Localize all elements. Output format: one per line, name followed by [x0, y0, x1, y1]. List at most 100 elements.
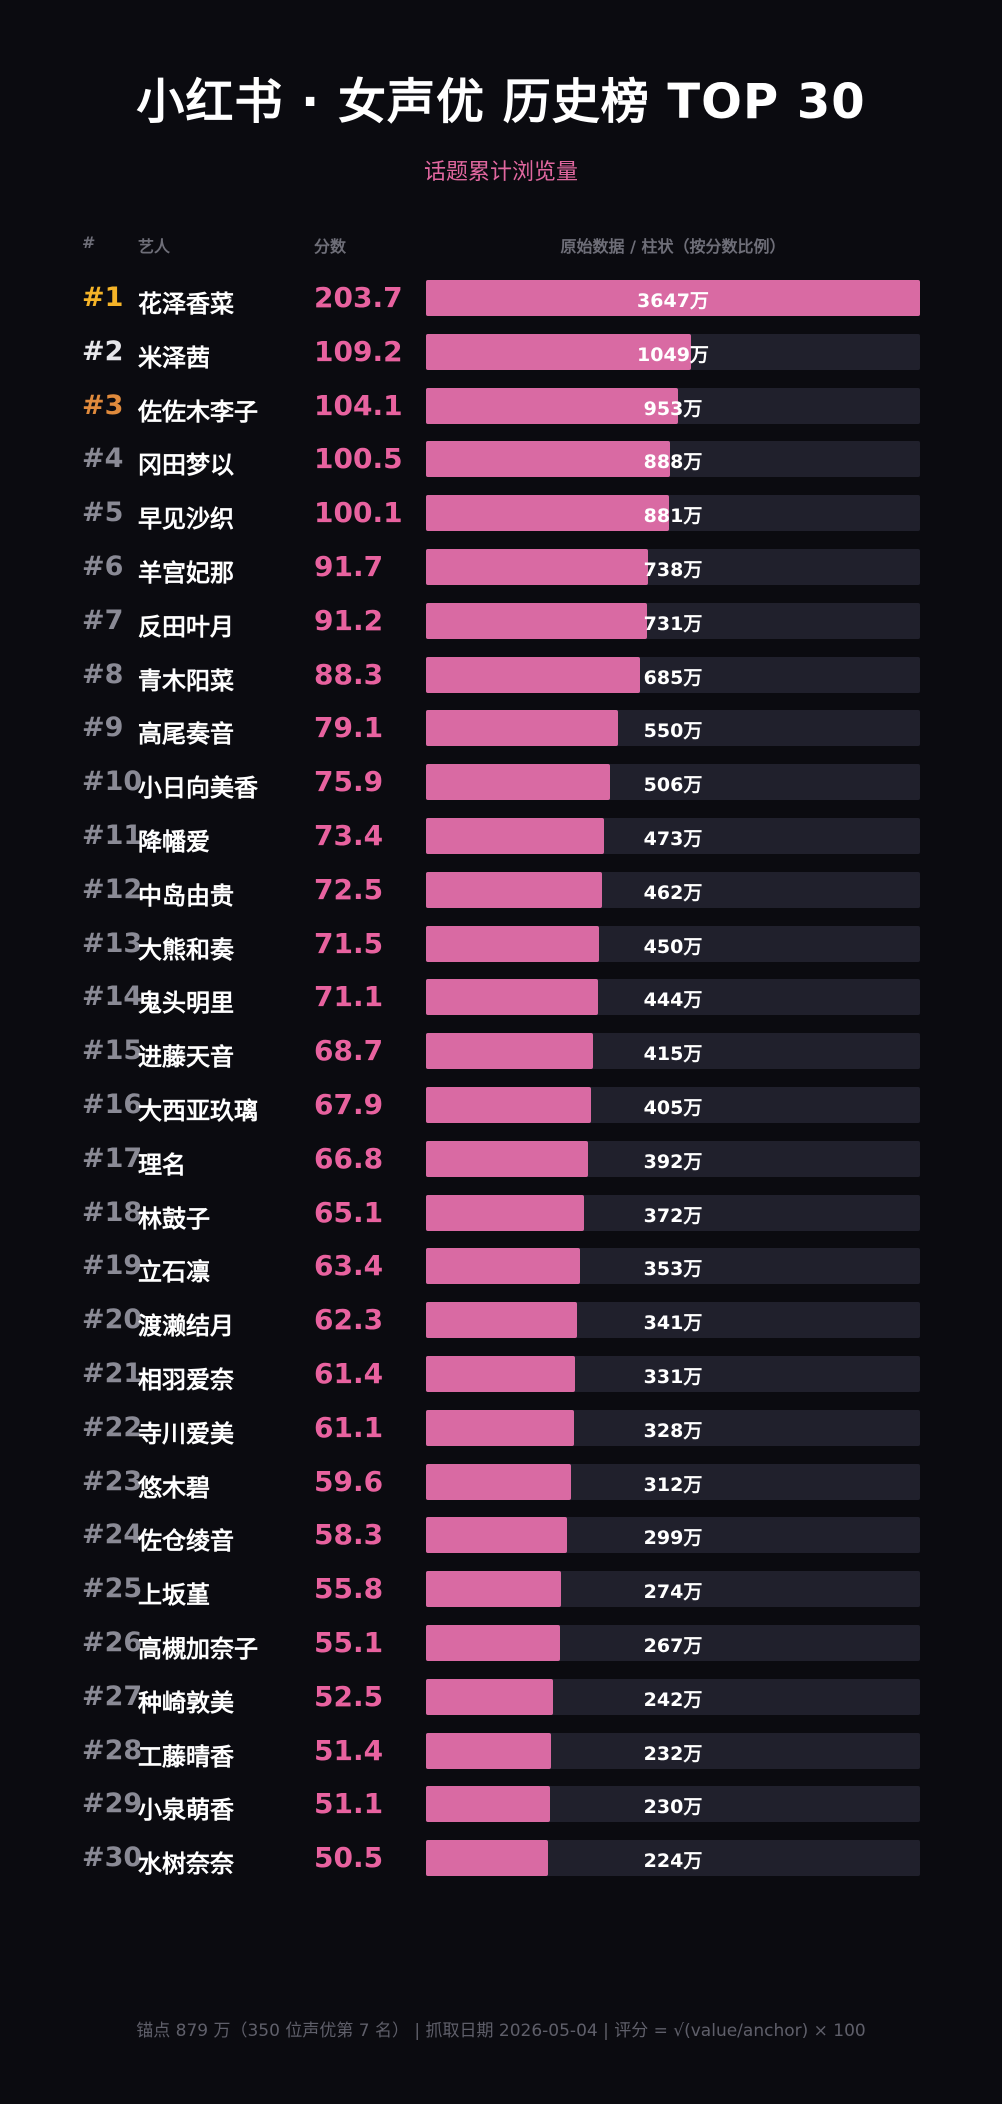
score-value: 88.3 [314, 658, 384, 691]
raw-value: 331万 [643, 1366, 703, 1388]
score-value: 91.2 [314, 604, 384, 637]
raw-value: 506万 [643, 774, 703, 796]
score-value: 100.5 [314, 442, 403, 475]
ranking-row: #6 羊宫妃那 91.7 738万 [0, 547, 1002, 587]
ranking-row: #28 工藤晴香 51.4 232万 [0, 1731, 1002, 1771]
bar-track: 392万 [426, 1141, 920, 1177]
bar-track: 331万 [426, 1356, 920, 1392]
rank-label: #4 [82, 443, 124, 474]
score-value: 79.1 [314, 711, 384, 744]
ranking-row: #12 中岛由贵 72.5 462万 [0, 870, 1002, 910]
rank-label: #8 [82, 659, 124, 690]
score-value: 52.5 [314, 1680, 384, 1713]
artist-name: 上坂堇 [138, 1581, 210, 1609]
raw-value: 274万 [643, 1581, 703, 1603]
score-value: 73.4 [314, 819, 384, 852]
rank-label: #29 [82, 1788, 143, 1819]
ranking-row: #1 花泽香菜 203.7 3647万 [0, 278, 1002, 318]
bar-fill [426, 1840, 548, 1876]
raw-value: 405万 [643, 1097, 703, 1119]
raw-value: 685万 [643, 667, 703, 689]
score-value: 50.5 [314, 1841, 384, 1874]
raw-value: 450万 [643, 936, 703, 958]
artist-name: 鬼头明里 [138, 989, 234, 1017]
raw-value: 1049万 [637, 344, 709, 366]
score-value: 59.6 [314, 1465, 384, 1498]
raw-value: 312万 [643, 1474, 703, 1496]
score-value: 62.3 [314, 1303, 384, 1336]
column-header-raw: 原始数据 / 柱状（按分数比例） [560, 237, 786, 256]
raw-value: 353万 [643, 1258, 703, 1280]
ranking-row: #21 相羽爱奈 61.4 331万 [0, 1354, 1002, 1394]
bar-track: 550万 [426, 710, 920, 746]
rank-label: #12 [82, 874, 143, 905]
raw-value: 341万 [643, 1312, 703, 1334]
bar-fill [426, 872, 602, 908]
rank-label: #20 [82, 1304, 143, 1335]
ranking-row: #4 冈田梦以 100.5 888万 [0, 439, 1002, 479]
ranking-row: #18 林鼓子 65.1 372万 [0, 1193, 1002, 1233]
bar-fill [426, 979, 598, 1015]
ranking-row: #20 渡濑结月 62.3 341万 [0, 1300, 1002, 1340]
bar-fill [426, 1786, 550, 1822]
column-header-score: 分数 [314, 237, 347, 256]
bar-track: 372万 [426, 1195, 920, 1231]
score-value: 203.7 [314, 281, 403, 314]
bar-fill [426, 818, 604, 854]
bar-track: 415万 [426, 1033, 920, 1069]
bar-track: 3647万 [426, 280, 920, 316]
bar-fill [426, 495, 669, 531]
rank-label: #21 [82, 1358, 143, 1389]
artist-name: 反田叶月 [138, 613, 234, 641]
rank-label: #14 [82, 981, 143, 1012]
artist-name: 佐仓绫音 [138, 1527, 234, 1555]
score-value: 58.3 [314, 1518, 384, 1551]
score-value: 71.1 [314, 980, 384, 1013]
bar-fill [426, 603, 647, 639]
bar-track: 685万 [426, 657, 920, 693]
rank-label: #6 [82, 551, 124, 582]
footer-note: 锚点 879 万（350 位声优第 7 名） | 抓取日期 2026-05-04… [136, 2021, 866, 2041]
artist-name: 冈田梦以 [138, 451, 234, 479]
artist-name: 米泽茜 [138, 344, 210, 372]
bar-track: 473万 [426, 818, 920, 854]
ranking-row: #27 种崎敦美 52.5 242万 [0, 1677, 1002, 1717]
ranking-row: #2 米泽茜 109.2 1049万 [0, 332, 1002, 372]
ranking-row: #13 大熊和奏 71.5 450万 [0, 924, 1002, 964]
rank-label: #30 [82, 1842, 143, 1873]
artist-name: 进藤天音 [138, 1043, 234, 1071]
bar-track: 462万 [426, 872, 920, 908]
bar-track: 312万 [426, 1464, 920, 1500]
raw-value: 267万 [643, 1635, 703, 1657]
score-value: 91.7 [314, 550, 384, 583]
bar-fill [426, 1464, 571, 1500]
bar-fill [426, 1625, 560, 1661]
ranking-row: #16 大西亚玖璃 67.9 405万 [0, 1085, 1002, 1125]
rank-label: #2 [82, 336, 124, 367]
ranking-row: #26 高槻加奈子 55.1 267万 [0, 1623, 1002, 1663]
artist-name: 理名 [138, 1151, 186, 1179]
bar-track: 405万 [426, 1087, 920, 1123]
ranking-row: #5 早见沙织 100.1 881万 [0, 493, 1002, 533]
bar-fill [426, 1248, 580, 1284]
artist-name: 小日向美香 [138, 774, 258, 802]
artist-name: 高尾奏音 [138, 720, 234, 748]
bar-track: 224万 [426, 1840, 920, 1876]
ranking-row: #10 小日向美香 75.9 506万 [0, 762, 1002, 802]
column-header-artist: 艺人 [138, 237, 171, 256]
bar-fill [426, 764, 610, 800]
artist-name: 佐佐木李子 [138, 398, 258, 426]
score-value: 100.1 [314, 496, 403, 529]
artist-name: 相羽爱奈 [138, 1366, 234, 1394]
rank-label: #9 [82, 712, 124, 743]
bar-track: 242万 [426, 1679, 920, 1715]
rank-label: #22 [82, 1412, 143, 1443]
artist-name: 悠木碧 [138, 1474, 210, 1502]
artist-name: 种崎敦美 [138, 1689, 234, 1717]
bar-track: 230万 [426, 1786, 920, 1822]
score-value: 55.8 [314, 1572, 384, 1605]
bar-track: 1049万 [426, 334, 920, 370]
raw-value: 392万 [643, 1151, 703, 1173]
artist-name: 水树奈奈 [138, 1850, 234, 1878]
bar-track: 267万 [426, 1625, 920, 1661]
